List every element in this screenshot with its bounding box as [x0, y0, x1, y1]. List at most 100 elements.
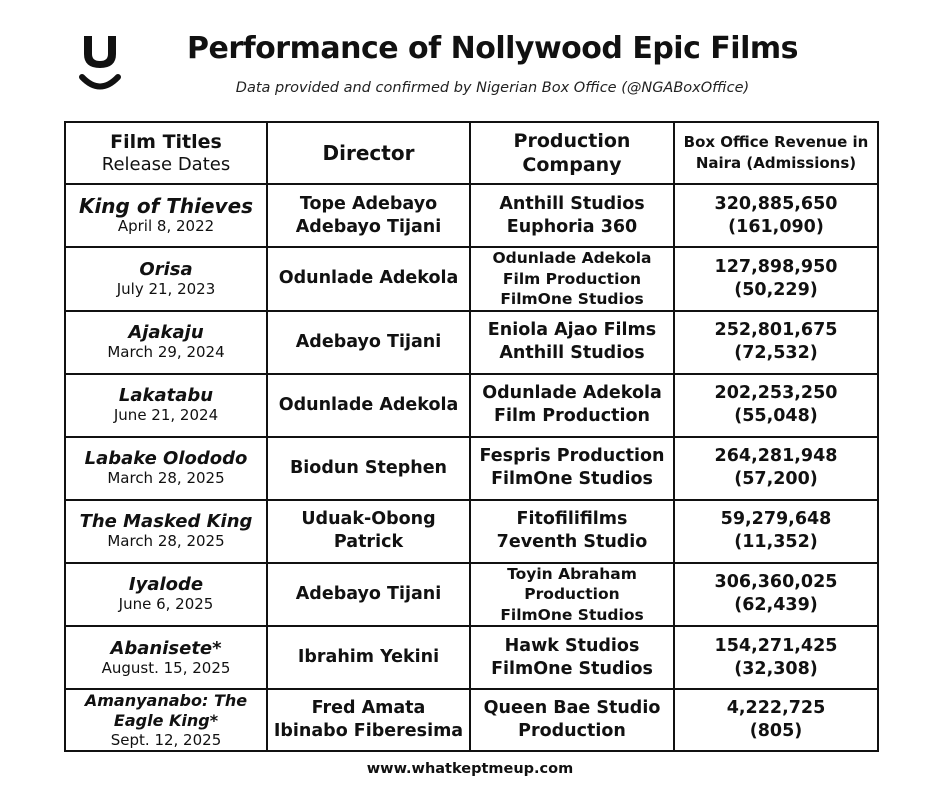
page-subtitle: Data provided and confirmed by Nigerian … [235, 80, 750, 96]
table-row: Ajakaju March 29, 2024 Adebayo Tijani Eniol… [64, 309, 879, 375]
admissions: (11,352) [734, 532, 818, 552]
production-company: Euphoria 360 [506, 216, 638, 237]
film-title-cell: Orisa July 21, 2023 [64, 246, 268, 312]
film-title: Eagle King* [113, 710, 219, 730]
director-name: Fred Amata [311, 698, 426, 718]
director-cell: Adebayo Tijani [266, 309, 471, 375]
release-date: June 21, 2024 [113, 406, 219, 424]
release-date: April 8, 2022 [117, 216, 215, 235]
admissions: (805) [749, 721, 803, 741]
release-date: August. 15, 2025 [101, 658, 231, 677]
production-company-cell: Eniola Ajao Films Anthill Studios [469, 309, 675, 375]
box-office-revenue: 59,279,648 [720, 509, 832, 529]
film-title-cell: Lakatabu June 21, 2024 [64, 372, 268, 438]
admissions: (62,439) [734, 595, 818, 616]
box-office-revenue: 202,253,250 [714, 383, 838, 403]
film-title: Abanisete* [110, 637, 222, 659]
production-company-cell: Hawk Studios FilmOne Studios [469, 625, 675, 690]
production-company: Toyin Abraham [507, 564, 637, 583]
box-office-revenue: 252,801,675 [714, 320, 838, 340]
director-name: Adebayo Tijani [295, 216, 442, 237]
director-cell: Adebayo Tijani [266, 561, 471, 627]
production-company-cell: Fespris Production FilmOne Studios [469, 435, 675, 501]
production-company: Production [518, 721, 626, 741]
release-date: June 6, 2025 [118, 595, 214, 614]
revenue-cell: 252,801,675 (72,532) [673, 309, 879, 375]
box-office-revenue: 320,885,650 [714, 193, 838, 214]
director-name: Odunlade Adekola [278, 268, 459, 289]
revenue-cell: 154,271,425 (32,308) [673, 625, 879, 690]
films-table: Film Titles Release Dates Director Produ… [64, 121, 879, 752]
director-name: Ibrahim Yekini [297, 647, 440, 667]
table-row: Labake Olododo March 28, 2025 Biodun Steph… [64, 435, 879, 501]
footer-website: www.whatkeptmeup.com [366, 761, 574, 777]
director-cell: Odunlade Adekola [266, 372, 471, 438]
production-company: FilmOne Studios [491, 658, 653, 679]
film-title-cell: Iyalode June 6, 2025 [64, 561, 268, 627]
box-office-revenue: 154,271,425 [714, 635, 838, 656]
column-header-director: Director [266, 121, 471, 185]
revenue-cell: 4,222,725 (805) [673, 688, 879, 752]
admissions: (32,308) [734, 658, 818, 679]
revenue-cell: 127,898,950 (50,229) [673, 246, 879, 312]
production-company: Fitofilifilms [516, 509, 628, 529]
production-company: Anthill Studios [499, 343, 645, 363]
column-header-production: Production Company [469, 121, 675, 185]
film-title-cell: King of Thieves April 8, 2022 [64, 183, 268, 248]
admissions: (50,229) [734, 279, 818, 300]
column-header-revenue: Box Office Revenue in Naira (Admissions) [673, 121, 879, 185]
film-title: Labake Olododo [84, 448, 248, 469]
production-company-cell: Odunlade Adekola Film Production [469, 372, 675, 438]
table-row: King of Thieves April 8, 2022 Tope Adebayo… [64, 183, 879, 248]
production-company: Hawk Studios [504, 635, 640, 656]
release-date: March 28, 2025 [107, 469, 225, 487]
director-cell: Uduak-Obong Patrick [266, 498, 471, 564]
production-company: FilmOne Studios [500, 290, 644, 308]
director-cell: Tope Adebayo Adebayo Tijani [266, 183, 471, 248]
film-title: The Masked King [79, 511, 253, 532]
film-title: Iyalode [128, 574, 204, 596]
production-company: Queen Bae Studio [483, 698, 661, 718]
column-header-title: Film Titles Release Dates [64, 121, 268, 185]
director-name: Adebayo Tijani [295, 331, 442, 352]
page-title: Performance of Nollywood Epic Films [187, 31, 798, 66]
box-office-revenue: 264,281,948 [714, 446, 838, 466]
director-name: Ibinabo Fiberesima [273, 721, 464, 741]
revenue-cell: 264,281,948 (57,200) [673, 435, 879, 501]
table-row: Orisa July 21, 2023 Odunlade Adekola Odunla… [64, 246, 879, 312]
director-cell: Ibrahim Yekini [266, 625, 471, 690]
production-company: Fespris Production [479, 446, 665, 466]
director-cell: Odunlade Adekola [266, 246, 471, 312]
production-company: Odunlade Adekola [482, 383, 662, 403]
film-title: King of Thieves [78, 193, 254, 218]
production-company: Eniola Ajao Films [487, 320, 657, 340]
revenue-cell: 306,360,025 (62,439) [673, 561, 879, 627]
film-title-cell: Amanyanabo: The Eagle King* Sept. 12, 2025 [64, 688, 268, 752]
release-date: Sept. 12, 2025 [110, 730, 222, 749]
production-company: Film Production [494, 406, 650, 426]
director-name: Tope Adebayo [299, 193, 438, 214]
production-company: Odunlade Adekola [492, 249, 652, 267]
box-office-revenue: 127,898,950 [714, 256, 838, 277]
film-title: Lakatabu [118, 385, 214, 406]
release-date: March 29, 2024 [107, 343, 225, 361]
film-title-cell: Ajakaju March 29, 2024 [64, 309, 268, 375]
revenue-cell: 59,279,648 (11,352) [673, 498, 879, 564]
director-name: Uduak-Obong [301, 509, 436, 529]
director-cell: Biodun Stephen [266, 435, 471, 501]
admissions: (72,532) [734, 343, 818, 363]
production-company-cell: Odunlade Adekola Film Production FilmOne S… [469, 246, 675, 312]
director-cell: Fred Amata Ibinabo Fiberesima [266, 688, 471, 752]
film-title: Orisa [139, 258, 193, 280]
revenue-cell: 320,885,650 (161,090) [673, 183, 879, 248]
production-company-cell: Toyin Abraham Production FilmOne Studios [469, 561, 675, 627]
production-company-cell: Fitofilifilms 7eventh Studio [469, 498, 675, 564]
table-row: Amanyanabo: The Eagle King* Sept. 12, 2025… [64, 688, 879, 752]
table-row: Iyalode June 6, 2025 Adebayo Tijani Toyin A… [64, 561, 879, 627]
film-title-cell: The Masked King March 28, 2025 [64, 498, 268, 564]
production-company: FilmOne Studios [500, 605, 644, 624]
table-row: Lakatabu June 21, 2024 Odunlade Adekola Odu… [64, 372, 879, 438]
box-office-revenue: 306,360,025 [714, 572, 838, 593]
production-company: Production [524, 585, 620, 603]
director-name: Patrick [333, 532, 404, 552]
